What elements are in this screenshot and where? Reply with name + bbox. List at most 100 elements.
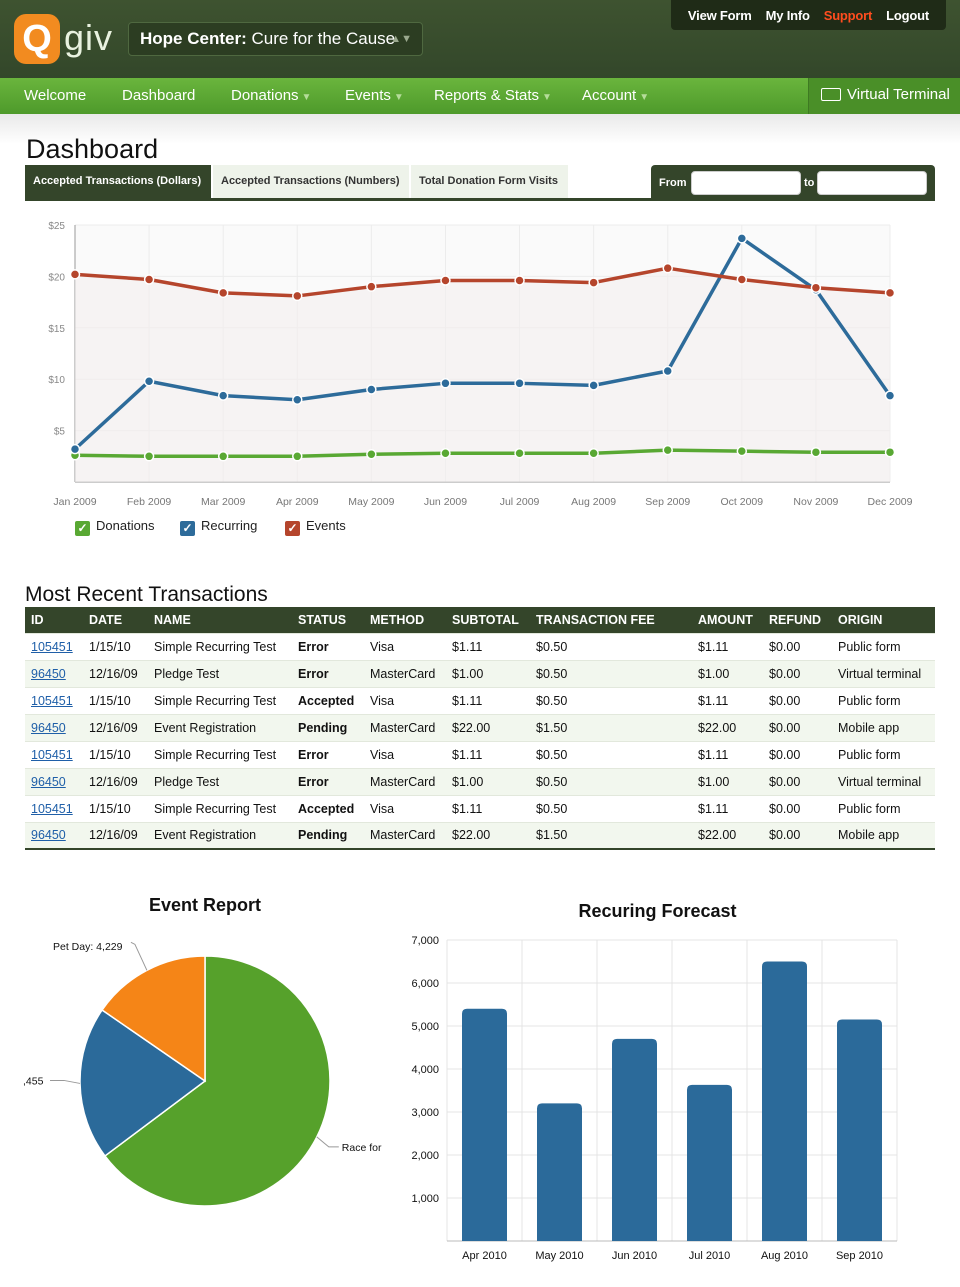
col-header-subtotal[interactable]: SUBTOTAL xyxy=(446,607,530,633)
checkbox-checked-icon: ✓ xyxy=(180,521,195,536)
col-header-date[interactable]: DATE xyxy=(83,607,148,633)
chevron-down-icon: ▼ xyxy=(393,92,404,103)
data-point-events[interactable] xyxy=(69,269,81,280)
data-point-events[interactable] xyxy=(810,282,822,293)
data-point-recurring[interactable] xyxy=(69,443,81,455)
table-row[interactable]: 96450 12/16/09 Event Registration Pending Ma… xyxy=(25,713,935,741)
data-point-events[interactable] xyxy=(514,275,525,286)
nav-events[interactable]: Events ▼ xyxy=(345,78,404,114)
virtual-terminal-label: Virtual Terminal xyxy=(847,86,950,103)
transaction-id-link[interactable]: 96450 xyxy=(31,666,66,681)
col-header-origin[interactable]: ORIGIN xyxy=(832,607,935,633)
table-row[interactable]: 105451 1/15/10 Simple Recurring Test Error V… xyxy=(25,632,935,660)
data-point-recurring[interactable] xyxy=(217,390,229,401)
recurring-forecast-title: Recuring Forecast xyxy=(578,901,737,921)
nav-reports-stats[interactable]: Reports & Stats ▼ xyxy=(434,78,552,114)
data-point-recurring[interactable] xyxy=(440,378,451,389)
date-from-input[interactable] xyxy=(691,171,801,195)
data-point-events[interactable] xyxy=(366,281,377,292)
data-point-recurring[interactable] xyxy=(662,365,673,377)
transaction-id-link[interactable]: 96450 xyxy=(31,774,66,789)
data-point-events[interactable] xyxy=(440,275,451,286)
table-row[interactable]: 96450 12/16/09 Event Registration Pending Ma… xyxy=(25,821,935,849)
view-form-link[interactable]: View Form xyxy=(687,7,752,23)
nav-welcome[interactable]: Welcome xyxy=(24,78,86,114)
transaction-id-link[interactable]: 105451 xyxy=(31,639,73,654)
data-point-events[interactable] xyxy=(588,277,599,288)
pie-slice[interactable] xyxy=(79,1008,207,1158)
data-point-donations[interactable] xyxy=(588,447,599,459)
tab-form-visits[interactable]: Total Donation Form Visits xyxy=(411,165,568,198)
data-point-events[interactable] xyxy=(217,287,229,299)
data-point-events[interactable] xyxy=(662,262,673,274)
data-point-donations[interactable] xyxy=(810,446,822,458)
nav-label: Reports & Stats xyxy=(434,87,540,104)
tab-accepted-numbers[interactable]: Accepted Transactions (Numbers) xyxy=(213,165,409,198)
table-row[interactable]: 96450 12/16/09 Pledge Test Error MasterCard $… xyxy=(25,767,935,795)
col-header-transaction-fee[interactable]: TRANSACTION FEE xyxy=(530,607,692,633)
data-point-donations[interactable] xyxy=(366,448,377,460)
pie-slice[interactable] xyxy=(103,955,331,1207)
bar[interactable] xyxy=(462,1008,507,1241)
data-point-donations[interactable] xyxy=(884,446,896,458)
data-point-recurring[interactable] xyxy=(588,380,599,391)
col-header-id[interactable]: ID xyxy=(25,607,83,633)
tab-accepted-dollars[interactable]: Accepted Transactions (Dollars) xyxy=(25,165,211,198)
bar[interactable] xyxy=(762,961,807,1242)
bar[interactable] xyxy=(612,1038,657,1241)
col-header-name[interactable]: NAME xyxy=(148,607,292,633)
qgiv-logo[interactable]: Q giv xyxy=(14,12,114,68)
data-point-donations[interactable] xyxy=(217,451,229,462)
organization-select[interactable]: Hope Center: Cure for the Cause ▲▼ xyxy=(128,22,423,56)
data-point-recurring[interactable] xyxy=(292,394,303,406)
data-point-donations[interactable] xyxy=(662,444,673,456)
data-point-recurring[interactable] xyxy=(736,233,748,244)
col-header-refund[interactable]: REFUND xyxy=(763,607,832,633)
data-point-events[interactable] xyxy=(143,274,155,285)
data-point-donations[interactable] xyxy=(514,447,525,459)
nav-account[interactable]: Account ▼ xyxy=(582,78,649,114)
y-tick-label: 1,000 xyxy=(411,1193,439,1205)
data-point-donations[interactable] xyxy=(440,447,451,459)
logout-link[interactable]: Logout xyxy=(886,7,929,23)
legend-item-events[interactable]: ✓ Events xyxy=(285,518,346,536)
data-point-donations[interactable] xyxy=(292,451,303,462)
col-header-method[interactable]: METHOD xyxy=(364,607,446,633)
col-header-amount[interactable]: AMOUNT xyxy=(692,607,763,633)
data-point-events[interactable] xyxy=(884,287,896,299)
bar[interactable] xyxy=(537,1103,582,1241)
nav-donations[interactable]: Donations ▼ xyxy=(231,78,311,114)
transaction-id-link[interactable]: 105451 xyxy=(31,693,73,708)
bar[interactable] xyxy=(687,1084,732,1241)
data-point-donations[interactable] xyxy=(736,445,748,457)
cell-subtotal: $1.00 xyxy=(446,659,530,687)
legend-item-donations[interactable]: ✓ Donations xyxy=(75,518,155,536)
table-row[interactable]: 105451 1/15/10 Simple Recurring Test Accept… xyxy=(25,794,935,822)
transaction-id-link[interactable]: 105451 xyxy=(31,801,73,816)
data-point-donations[interactable] xyxy=(143,451,155,462)
nav-dashboard[interactable]: Dashboard xyxy=(122,78,195,114)
pie-slice[interactable] xyxy=(101,955,206,1083)
col-header-status[interactable]: STATUS xyxy=(292,607,364,633)
cell-subtotal: $1.11 xyxy=(446,740,530,768)
data-point-recurring[interactable] xyxy=(366,384,377,395)
data-point-recurring[interactable] xyxy=(514,378,525,389)
data-point-events[interactable] xyxy=(736,274,748,285)
data-point-recurring[interactable] xyxy=(143,376,155,387)
table-row[interactable]: 105451 1/15/10 Simple Recurring Test Error V… xyxy=(25,740,935,768)
bar[interactable] xyxy=(837,1019,882,1241)
cell-refund: $0.00 xyxy=(763,659,832,687)
legend-item-recurring[interactable]: ✓ Recurring xyxy=(180,518,257,536)
cell-amount: $22.00 xyxy=(692,713,763,741)
transaction-id-link[interactable]: 96450 xyxy=(31,828,66,843)
virtual-terminal-button[interactable]: Virtual Terminal xyxy=(808,78,960,114)
transaction-id-link[interactable]: 105451 xyxy=(31,747,73,762)
data-point-recurring[interactable] xyxy=(884,390,896,401)
data-point-events[interactable] xyxy=(292,290,303,302)
table-row[interactable]: 96450 12/16/09 Pledge Test Error MasterCard $… xyxy=(25,659,935,687)
transaction-id-link[interactable]: 96450 xyxy=(31,720,66,735)
date-to-input[interactable] xyxy=(817,171,927,195)
table-row[interactable]: 105451 1/15/10 Simple Recurring Test Accept… xyxy=(25,686,935,714)
support-link[interactable]: Support xyxy=(823,7,873,23)
my-info-link[interactable]: My Info xyxy=(765,7,810,23)
